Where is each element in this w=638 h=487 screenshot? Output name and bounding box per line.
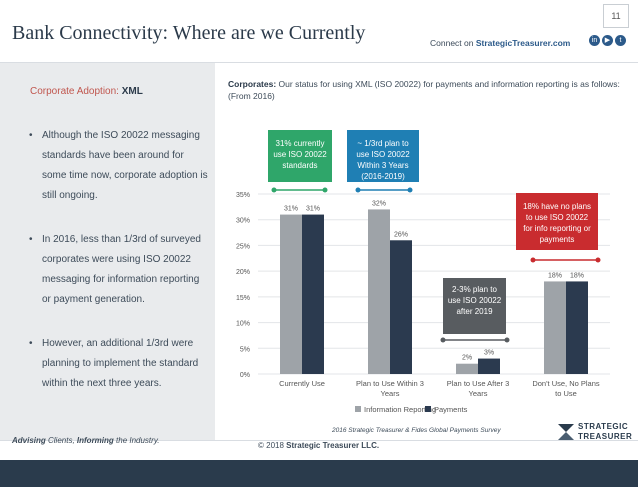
- bullet-text: In 2016, less than 1/3rd of surveyed cor…: [42, 234, 201, 305]
- chart-source: 2016 Strategic Treasurer & Fides Global …: [332, 427, 501, 434]
- left-heading-bold: XML: [121, 86, 143, 97]
- x-tick-label: Years: [381, 389, 400, 398]
- x-tick-label: Plan to Use After 3: [447, 379, 510, 388]
- bottom-bar: [0, 460, 638, 487]
- legend-swatch: [355, 406, 361, 412]
- page-number: 11: [603, 4, 629, 28]
- bullet-item: • However, an additional 1/3rd were plan…: [29, 334, 208, 394]
- header-divider: [0, 62, 638, 63]
- logo-text-2: TREASURER: [578, 432, 633, 441]
- bar: [302, 214, 324, 374]
- x-tick-label: Don't Use, No Plans: [532, 379, 600, 388]
- legend-label: Payments: [434, 405, 468, 414]
- tagline-part: Informing: [76, 436, 114, 445]
- callout-bracket-dot: [595, 257, 601, 263]
- bullet-dot: •: [29, 130, 33, 141]
- y-tick-label: 25%: [236, 243, 250, 250]
- callout-gray-text: 2-3% plan to use ISO 20022 after 2019: [447, 285, 502, 316]
- bullet-text: Although the ISO 20022 messaging standar…: [42, 130, 208, 201]
- callout-red-text: 18% have no plans to use ISO 20022 for i…: [522, 202, 592, 244]
- bar: [390, 240, 412, 374]
- bullet-text: However, an additional 1/3rd were planni…: [42, 338, 199, 389]
- y-tick-label: 30%: [236, 218, 250, 225]
- chart-heading-text: Our status for using XML (ISO 20022) for…: [228, 79, 620, 101]
- data-label: 18%: [570, 272, 584, 279]
- connect-prefix: Connect on: [430, 38, 476, 48]
- bar: [544, 281, 566, 374]
- data-label: 3%: [484, 350, 494, 357]
- callout-bracket-dot: [504, 337, 510, 343]
- bar: [456, 363, 478, 374]
- footer-divider: [0, 440, 638, 441]
- bar: [566, 281, 588, 374]
- y-tick-label: 15%: [236, 295, 250, 302]
- callout-green-text: 31% currently use ISO 20022 standards: [273, 139, 327, 170]
- x-tick-label: Years: [469, 389, 488, 398]
- linkedin-icon[interactable]: in: [589, 35, 600, 46]
- data-label: 26%: [394, 231, 408, 238]
- callout-bracket-dot: [407, 187, 413, 193]
- y-tick-label: 0%: [240, 372, 250, 379]
- callout-blue-text: ~ 1/3rd plan to use ISO 20022 Within 3 Y…: [356, 139, 410, 181]
- legend-label: Information Reporting: [364, 405, 436, 414]
- data-label: 2%: [462, 355, 472, 362]
- logo-text-1: STRATEGIC: [578, 422, 629, 431]
- callout-blue: ~ 1/3rd plan to use ISO 20022 Within 3 Y…: [347, 130, 419, 182]
- connect-text: Connect on StrategicTreasurer.com: [430, 38, 570, 48]
- callout-bracket-dot: [322, 187, 328, 193]
- tagline-part: Advising: [12, 436, 46, 445]
- left-heading: Corporate Adoption: XML: [30, 86, 143, 97]
- data-label: 18%: [548, 272, 562, 279]
- logo-mark-icon: [558, 424, 574, 440]
- bar: [368, 209, 390, 374]
- chart-heading-bold: Corporates:: [228, 79, 277, 89]
- bar: [280, 214, 302, 374]
- callout-green: 31% currently use ISO 20022 standards: [268, 130, 332, 182]
- tagline-part: the Industry.: [113, 436, 160, 445]
- youtube-icon[interactable]: ▶: [602, 35, 613, 46]
- data-label: 31%: [306, 206, 320, 213]
- copyright-name: Strategic Treasurer LLC.: [286, 441, 380, 450]
- chart-heading: Corporates: Our status for using XML (IS…: [228, 78, 628, 102]
- left-panel: [0, 63, 215, 440]
- legend-swatch: [425, 406, 431, 412]
- callout-red: 18% have no plans to use ISO 20022 for i…: [516, 193, 598, 250]
- x-tick-label: to Use: [555, 389, 577, 398]
- twitter-icon[interactable]: t: [615, 35, 626, 46]
- bullet-dot: •: [29, 338, 33, 349]
- y-tick-label: 35%: [236, 192, 250, 199]
- tagline-part: Clients,: [45, 436, 77, 445]
- left-heading-prefix: Corporate Adoption:: [30, 86, 122, 97]
- bullet-item: • In 2016, less than 1/3rd of surveyed c…: [29, 230, 208, 310]
- y-tick-label: 5%: [240, 346, 250, 353]
- company-logo: STRATEGIC TREASURER: [556, 420, 632, 454]
- y-tick-label: 20%: [236, 269, 250, 276]
- callout-bracket-dot: [440, 337, 446, 343]
- data-label: 31%: [284, 206, 298, 213]
- x-tick-label: Currently Use: [279, 379, 325, 388]
- bar: [478, 358, 500, 374]
- callout-bracket-dot: [355, 187, 361, 193]
- callout-bracket-dot: [271, 187, 277, 193]
- x-tick-label: Plan to Use Within 3: [356, 379, 424, 388]
- callout-gray: 2-3% plan to use ISO 20022 after 2019: [443, 278, 506, 334]
- connect-link[interactable]: StrategicTreasurer.com: [475, 38, 571, 48]
- footer-copyright: © 2018 Strategic Treasurer LLC.: [258, 441, 379, 450]
- callout-bracket-dot: [530, 257, 536, 263]
- data-label: 32%: [372, 200, 386, 207]
- y-tick-label: 10%: [236, 321, 250, 328]
- footer-tagline: Advising Clients, Informing the Industry…: [12, 436, 159, 445]
- bullet-dot: •: [29, 234, 33, 245]
- bullet-item: • Although the ISO 20022 messaging stand…: [29, 126, 208, 206]
- copyright-prefix: © 2018: [258, 441, 287, 450]
- page-title: Bank Connectivity: Where are we Currentl…: [12, 22, 366, 44]
